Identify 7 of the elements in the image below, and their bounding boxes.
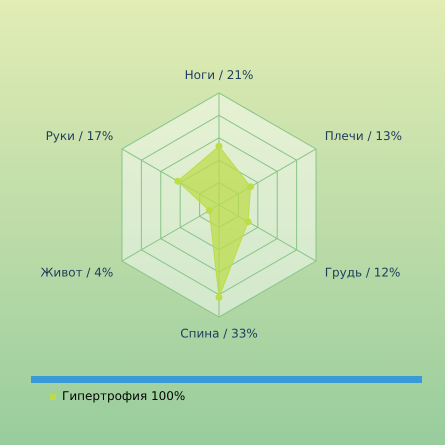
spoke-label: Грудь / 12% [324, 265, 400, 280]
spoke-label: Живот / 4% [40, 265, 114, 280]
legend-label: Гипертрофия 100% [62, 389, 186, 404]
spoke-label: Спина / 33% [180, 326, 258, 340]
spoke-label: Плечи / 13% [324, 128, 402, 143]
spoke-label: Ноги / 21% [184, 68, 254, 82]
spoke-label: Руки / 17% [46, 128, 114, 143]
